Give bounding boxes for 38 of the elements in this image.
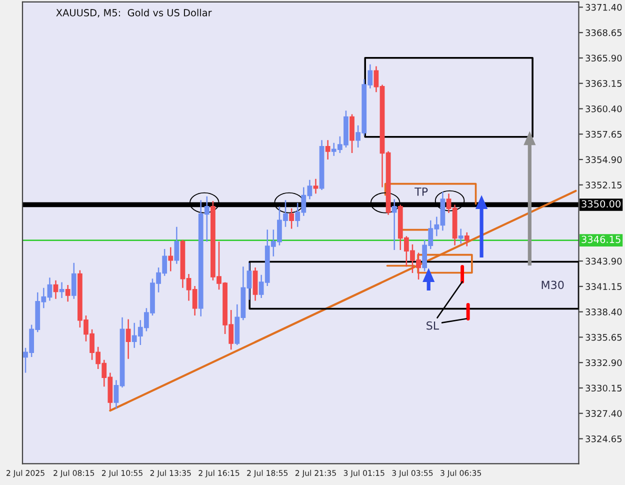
text: XAUUSD, M5: Gold vs US Dollar [56,8,212,18]
y-tick-label: 3330.15 [586,384,622,392]
y-tick-label: 3371.40 [586,4,622,11]
ref-line-label: 3346.15 [582,236,620,244]
y-tick-label: 3332.90 [586,359,622,366]
candlestick [126,318,131,360]
candlestick [350,114,354,154]
y-tick-label: 3335.65 [586,334,622,341]
y-tick-label: 3341.15 [586,283,622,290]
candlestick [65,284,70,302]
annotation: SL [426,321,440,330]
annotation: TP [414,188,428,196]
candlestick [252,266,258,302]
candlestick [59,282,64,299]
y-tick-label: 3357.65 [586,130,622,138]
candlestick [319,140,324,191]
candlestick [392,198,397,251]
y-tick-label: 3360.40 [586,105,622,112]
y-tick-label: 3352.15 [586,182,622,188]
candlestick [458,228,464,244]
y-tick-label: 3338.40 [586,308,622,316]
candlestick [464,232,470,247]
y-tick-label: 3354.90 [586,156,622,164]
candlestick [325,140,330,160]
y-tick-label: 3327.40 [586,410,622,417]
y-tick-label: 3343.90 [586,258,622,265]
y-tick-label: 3368.65 [586,29,622,36]
candlestick [53,280,58,300]
candlestick [289,208,294,230]
candlestick [174,226,180,264]
candlestick [168,246,174,272]
y-tick-label: 3363.15 [586,80,622,87]
annotation: M30 [542,280,564,290]
y-tick-label: 3324.65 [586,435,622,442]
candlestick [313,178,318,194]
candlestick [71,262,76,300]
y-tick-label: 3365.90 [586,54,622,62]
ref-line-label: 3350.00 [582,200,621,208]
